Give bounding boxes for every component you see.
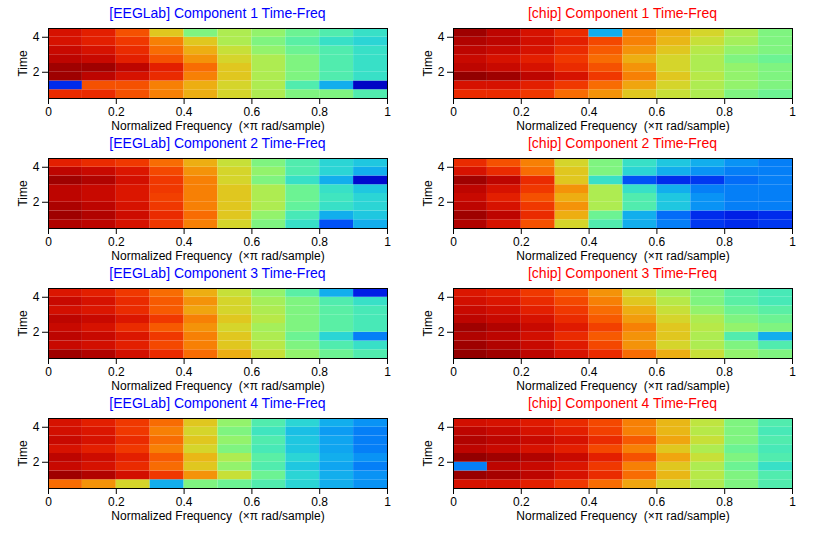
svg-text:0.4: 0.4 [581,235,598,249]
svg-text:0.8: 0.8 [311,495,328,509]
svg-text:0.6: 0.6 [244,235,261,249]
svg-text:2: 2 [438,195,445,209]
svg-text:Normalized Frequency (×π rad/: Normalized Frequency (×π rad/sample) [111,509,324,523]
svg-text:0.8: 0.8 [716,365,733,379]
svg-text:0.2: 0.2 [108,495,125,509]
svg-text:0.6: 0.6 [649,235,666,249]
svg-text:1: 1 [384,105,391,119]
svg-text:4: 4 [33,420,40,434]
svg-text:0.2: 0.2 [513,235,530,249]
svg-text:2: 2 [438,455,445,469]
svg-text:2: 2 [438,325,445,339]
svg-text:4: 4 [33,160,40,174]
svg-text:2: 2 [33,65,40,79]
svg-text:0.4: 0.4 [581,495,598,509]
svg-text:0: 0 [45,235,52,249]
svg-text:0.6: 0.6 [244,105,261,119]
svg-text:Time: Time [421,50,435,77]
svg-text:0: 0 [45,365,52,379]
svg-text:0.2: 0.2 [108,365,125,379]
svg-text:1: 1 [384,365,391,379]
svg-text:1: 1 [789,105,796,119]
svg-text:0.8: 0.8 [311,365,328,379]
svg-text:1: 1 [384,495,391,509]
svg-text:4: 4 [438,290,445,304]
svg-text:0.2: 0.2 [513,365,530,379]
svg-text:0.6: 0.6 [649,495,666,509]
svg-text:0.4: 0.4 [176,235,193,249]
svg-text:0: 0 [450,495,457,509]
svg-text:0: 0 [450,235,457,249]
svg-text:0.8: 0.8 [716,495,733,509]
svg-text:0.2: 0.2 [513,105,530,119]
html-text:[chip] Component 4 Time-Freq: [chip] Component 4 Time-Freq [528,395,717,411]
svg-text:1: 1 [789,495,796,509]
svg-text:1: 1 [789,365,796,379]
svg-text:2: 2 [33,195,40,209]
svg-text:0.8: 0.8 [716,105,733,119]
svg-text:0: 0 [45,495,52,509]
svg-text:Normalized Frequency (×π rad/: Normalized Frequency (×π rad/sample) [516,119,729,133]
svg-text:Normalized Frequency (×π rad/: Normalized Frequency (×π rad/sample) [111,379,324,393]
svg-text:Normalized Frequency (×π rad/: Normalized Frequency (×π rad/sample) [516,379,729,393]
svg-text:Normalized Frequency (×π rad/: Normalized Frequency (×π rad/sample) [516,249,729,263]
html-text:[chip] Component 3 Time-Freq: [chip] Component 3 Time-Freq [528,265,717,281]
svg-text:0: 0 [45,105,52,119]
svg-text:Normalized Frequency (×π rad/: Normalized Frequency (×π rad/sample) [111,249,324,263]
svg-text:4: 4 [438,420,445,434]
svg-text:Normalized Frequency (×π rad/: Normalized Frequency (×π rad/sample) [516,509,729,523]
svg-text:4: 4 [438,30,445,44]
svg-text:0.4: 0.4 [176,365,193,379]
svg-text:0: 0 [450,365,457,379]
svg-text:0.4: 0.4 [581,365,598,379]
svg-text:0.6: 0.6 [649,105,666,119]
svg-text:Time: Time [16,50,30,77]
svg-text:0.4: 0.4 [581,105,598,119]
svg-text:0.6: 0.6 [649,365,666,379]
svg-text:0.2: 0.2 [108,235,125,249]
html-text:[EEGLab] Component 2 Time-Freq: [EEGLab] Component 2 Time-Freq [109,135,326,151]
svg-text:0.8: 0.8 [716,235,733,249]
svg-text:Normalized Frequency (×π rad/: Normalized Frequency (×π rad/sample) [111,119,324,133]
svg-text:0.4: 0.4 [176,105,193,119]
svg-text:4: 4 [438,160,445,174]
svg-text:4: 4 [33,30,40,44]
html-text:[EEGLab] Component 1 Time-Freq: [EEGLab] Component 1 Time-Freq [109,5,326,21]
svg-text:0.2: 0.2 [108,105,125,119]
html-text:[EEGLab] Component 4 Time-Freq: [EEGLab] Component 4 Time-Freq [109,395,326,411]
html-text:[chip] Component 2 Time-Freq: [chip] Component 2 Time-Freq [528,135,717,151]
svg-text:0.8: 0.8 [311,235,328,249]
svg-text:0.4: 0.4 [176,495,193,509]
html-text:[chip] Component 1 Time-Freq: [chip] Component 1 Time-Freq [528,5,717,21]
svg-text:Time: Time [421,180,435,207]
html-text:[EEGLab] Component 3 Time-Freq: [EEGLab] Component 3 Time-Freq [109,265,326,281]
svg-text:2: 2 [438,65,445,79]
svg-text:Time: Time [16,310,30,337]
svg-text:2: 2 [33,455,40,469]
svg-text:Time: Time [16,440,30,467]
svg-text:0.6: 0.6 [244,495,261,509]
svg-text:0.8: 0.8 [311,105,328,119]
svg-text:0.6: 0.6 [244,365,261,379]
svg-text:Time: Time [16,180,30,207]
svg-text:0: 0 [450,105,457,119]
svg-text:1: 1 [789,235,796,249]
svg-text:Time: Time [421,440,435,467]
svg-text:4: 4 [33,290,40,304]
svg-text:Time: Time [421,310,435,337]
svg-text:2: 2 [33,325,40,339]
svg-text:0.2: 0.2 [513,495,530,509]
svg-text:1: 1 [384,235,391,249]
